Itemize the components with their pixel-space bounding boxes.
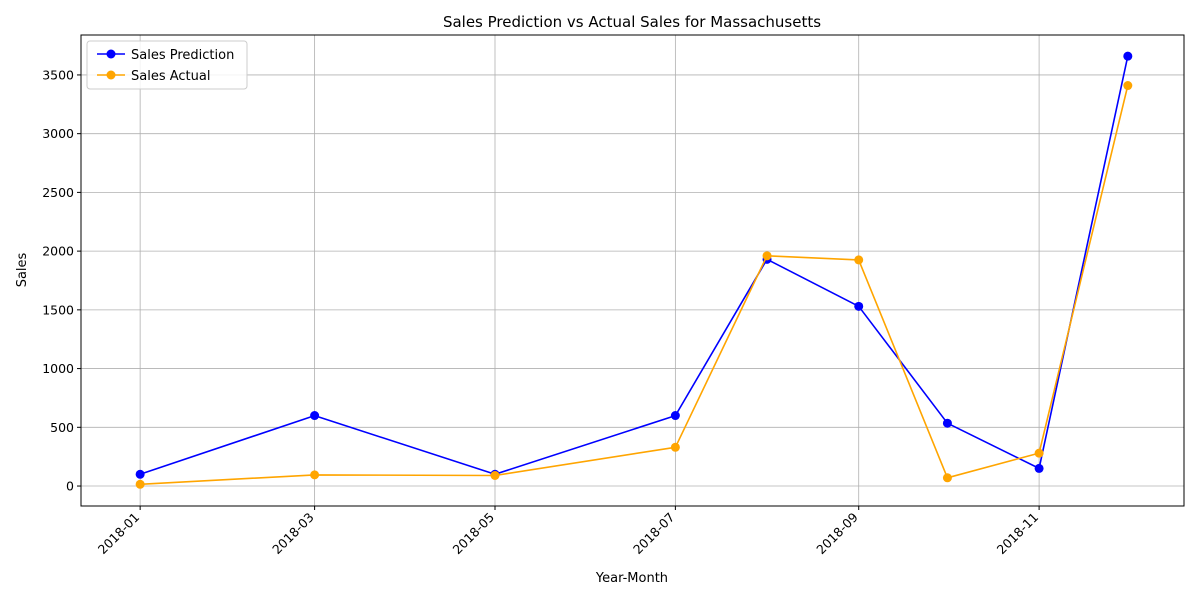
legend-marker-prediction: [106, 49, 116, 59]
data-point-actual: [670, 442, 680, 452]
y-tick-label: 2500: [42, 185, 74, 200]
data-point-actual: [310, 470, 320, 480]
data-point-prediction: [1034, 463, 1044, 473]
data-point-actual: [942, 473, 952, 483]
data-point-actual: [490, 470, 500, 480]
legend-label-prediction: Sales Prediction: [131, 48, 234, 63]
data-point-prediction: [1123, 51, 1133, 61]
y-tick-label: 0: [66, 479, 74, 494]
data-point-prediction: [854, 301, 864, 311]
y-axis-label: Sales: [15, 252, 30, 287]
chart-title: Sales Prediction vs Actual Sales for Mas…: [443, 13, 821, 31]
legend-label-actual: Sales Actual: [131, 69, 210, 84]
data-point-prediction: [135, 469, 145, 479]
y-tick-label: 2000: [42, 244, 74, 259]
y-tick-label: 3000: [42, 126, 74, 141]
data-point-prediction: [670, 411, 680, 421]
y-tick-label: 500: [50, 420, 74, 435]
series-layer: [135, 51, 1133, 489]
data-point-actual: [762, 251, 772, 261]
legend-marker-actual: [106, 70, 116, 80]
legend-box: [86, 40, 248, 90]
data-point-prediction: [310, 411, 320, 421]
y-tick-label: 3500: [42, 67, 74, 82]
y-axis: 0 500 1000 1500 2000 2500 3000 3500: [42, 67, 81, 494]
data-point-actual: [854, 255, 864, 265]
data-point-prediction: [942, 418, 952, 428]
data-point-actual: [135, 479, 145, 489]
x-axis-label: Year-Month: [595, 571, 668, 586]
legend: Sales Prediction Sales Actual: [86, 40, 248, 90]
data-point-actual: [1123, 81, 1133, 91]
y-tick-label: 1000: [42, 361, 74, 376]
plot-frame: [80, 34, 1185, 507]
y-tick-label: 1500: [42, 302, 74, 317]
data-point-actual: [1034, 448, 1044, 458]
grid: [81, 35, 1184, 506]
